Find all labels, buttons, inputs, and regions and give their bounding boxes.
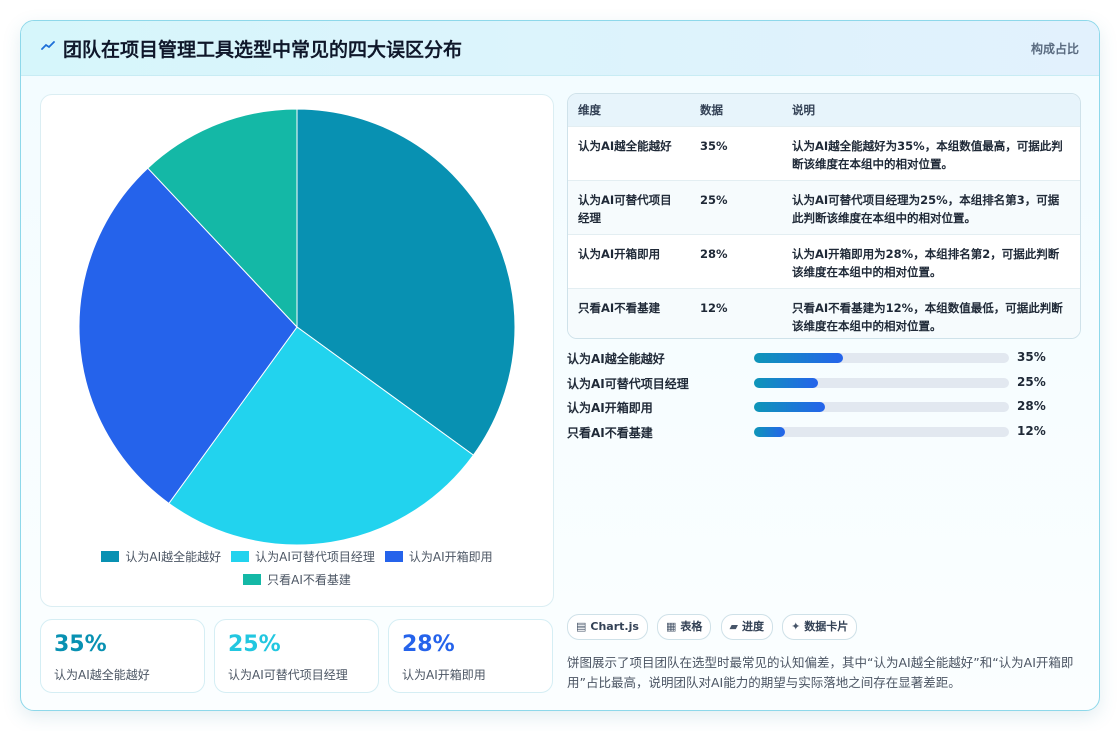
progress-fill	[754, 402, 826, 412]
chip-data-card[interactable]: ✦ 数据卡片	[782, 614, 858, 640]
table-cell-value: 25%	[690, 180, 782, 235]
table-cell-dimension: 认为AI可替代项目经理	[568, 180, 690, 235]
legend-swatch	[231, 551, 250, 562]
stat-label: 认为AI越全能越好	[54, 668, 150, 682]
data-table: 维度 数据 说明 认为AI越全能越好 35% 认为AI越全能越好为35%，本组数…	[567, 93, 1081, 339]
table-cell-value: 35%	[690, 126, 782, 181]
stat-value: 28%	[402, 632, 455, 657]
progress-label: 只看AI不看基建	[567, 425, 653, 440]
table-cell-dimension: 只看AI不看基建	[568, 288, 690, 338]
table-row: 认为AI越全能越好 35% 认为AI越全能越好为35%，本组数值最高，可据此判断…	[568, 126, 1080, 181]
table-icon: ▦	[666, 620, 677, 633]
progress-label: 认为AI可替代项目经理	[567, 376, 689, 391]
table-cell-value: 12%	[690, 288, 782, 338]
progress-row: 认为AI可替代项目经理 25%	[567, 374, 1087, 394]
progress-percent: 12%	[1017, 423, 1046, 438]
chip-label: 进度	[741, 620, 764, 633]
chip-label: 数据卡片	[804, 620, 849, 633]
table-cell-note: 认为AI可替代项目经理为25%，本组排名第3，可据此判断该维度在本组中的相对位置…	[782, 180, 1080, 235]
legend-item-1[interactable]: 认为AI越全能越好	[101, 548, 221, 565]
table-header-note: 说明	[782, 94, 1080, 127]
pie-slice-1[interactable]	[296, 108, 516, 456]
page-title: 团队在项目管理工具选型中常见的四大误区分布	[63, 39, 463, 61]
stat-label: 认为AI开箱即用	[402, 668, 486, 682]
stat-value: 25%	[228, 632, 281, 657]
table-cell-note: 只看AI不看基建为12%，本组数值最低，可据此判断该维度在本组中的相对位置。	[782, 288, 1080, 338]
pie-slice-4[interactable]	[147, 108, 298, 329]
legend-label: 认为AI越全能越好	[125, 550, 222, 564]
legend-label: 认为AI开箱即用	[408, 550, 493, 564]
legend-item-2[interactable]: 认为AI可替代项目经理	[231, 548, 375, 565]
chip-chartjs[interactable]: ▤ Chart.js	[567, 614, 648, 640]
chip-label: Chart.js	[590, 620, 639, 633]
pie-chart-panel: 认为AI越全能越好 认为AI可替代项目经理 认为AI开箱即用 只看AI不看基建	[40, 94, 554, 607]
table-row: 认为AI可替代项目经理 25% 认为AI可替代项目经理为25%，本组排名第3，可…	[568, 180, 1080, 235]
sparkle-icon: ✦	[791, 620, 801, 633]
table-cell-note: 认为AI开箱即用为28%，本组排名第2，可据此判断该维度在本组中的相对位置。	[782, 234, 1080, 289]
progress-label: 认为AI越全能越好	[567, 352, 665, 366]
progress-percent: 35%	[1017, 350, 1046, 364]
chart-icon: ▤	[576, 620, 587, 633]
stat-card-1: 35% 认为AI越全能越好	[40, 619, 205, 693]
progress-row: 只看AI不看基建 12%	[567, 423, 1087, 443]
chip-progress[interactable]: ▰ 进度	[720, 614, 773, 640]
chart-legend-row-2: 只看AI不看基建	[41, 571, 553, 588]
stat-label: 认为AI可替代项目经理	[228, 668, 348, 682]
progress-track	[754, 402, 1009, 412]
progress-row: 认为AI开箱即用 28%	[567, 398, 1087, 418]
stat-value: 35%	[54, 632, 107, 657]
pie-slice-3[interactable]	[78, 167, 298, 505]
progress-icon: ▰	[729, 620, 738, 633]
table-header-value: 数据	[690, 94, 782, 127]
chart-legend: 认为AI越全能越好 认为AI可替代项目经理 认为AI开箱即用	[41, 548, 553, 565]
table-cell-dimension: 认为AI越全能越好	[568, 126, 690, 181]
legend-item-3[interactable]: 认为AI开箱即用	[384, 548, 493, 565]
progress-fill	[754, 353, 844, 363]
legend-swatch	[243, 574, 262, 585]
progress-percent: 25%	[1017, 374, 1046, 389]
dashboard-card: 团队在项目管理工具选型中常见的四大误区分布 构成占比 认为AI越全能越好 认为AI…	[20, 20, 1100, 711]
page-subtitle: 构成占比	[1030, 42, 1079, 56]
progress-track	[754, 426, 1009, 437]
pie-chart	[78, 108, 516, 546]
chart-description: 饼图展示了项目团队在选型时最常见的认知偏差，其中“认为AI越全能越好”和“认为A…	[567, 655, 1074, 690]
table-cell-note: 认为AI越全能越好为35%，本组数值最高，可据此判断该维度在本组中的相对位置。	[782, 126, 1080, 181]
legend-swatch	[384, 551, 403, 562]
progress-label: 认为AI开箱即用	[567, 401, 653, 415]
table-header-row: 维度 数据 说明	[568, 94, 1080, 127]
table-row: 只看AI不看基建 12% 只看AI不看基建为12%，本组数值最低，可据此判断该维…	[568, 288, 1080, 338]
legend-swatch	[101, 551, 120, 562]
tag-chips: ▤ Chart.js ▦ 表格 ▰ 进度 ✦ 数据卡片	[567, 614, 861, 640]
legend-item-4[interactable]: 只看AI不看基建	[243, 571, 351, 588]
table-cell-value: 28%	[690, 234, 782, 289]
table-cell-dimension: 认为AI开箱即用	[568, 234, 690, 289]
progress-fill	[754, 377, 818, 388]
legend-label: 只看AI不看基建	[267, 573, 351, 587]
progress-track	[754, 377, 1009, 388]
stat-card-3: 28% 认为AI开箱即用	[388, 619, 553, 693]
sparkline-icon	[41, 41, 55, 50]
table-header-dimension: 维度	[568, 94, 690, 127]
progress-track	[754, 353, 1009, 363]
chip-label: 表格	[680, 620, 703, 633]
progress-percent: 28%	[1017, 399, 1046, 413]
legend-label: 认为AI可替代项目经理	[255, 550, 375, 564]
chip-table[interactable]: ▦ 表格	[657, 614, 712, 640]
stat-card-2: 25% 认为AI可替代项目经理	[214, 619, 379, 693]
table-row: 认为AI开箱即用 28% 认为AI开箱即用为28%，本组排名第2，可据此判断该维…	[568, 234, 1080, 289]
pie-slice-2[interactable]	[168, 326, 475, 546]
progress-row: 认为AI越全能越好 35%	[567, 349, 1087, 369]
progress-fill	[754, 426, 785, 437]
header: 团队在项目管理工具选型中常见的四大误区分布 构成占比	[21, 21, 1099, 76]
